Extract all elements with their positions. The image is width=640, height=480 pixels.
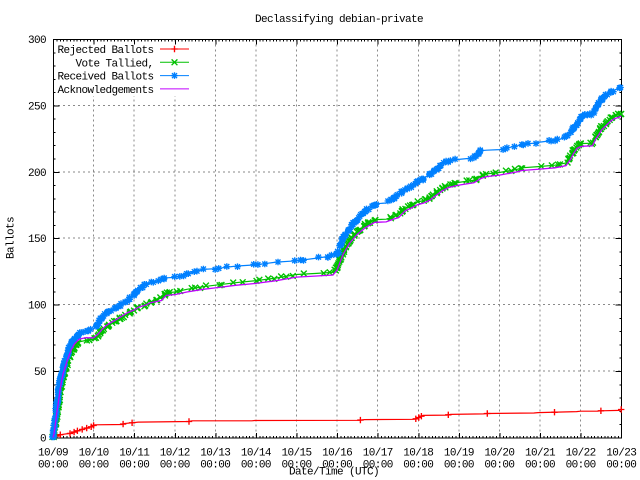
svg-text:Received Ballots: Received Ballots [57, 72, 153, 84]
svg-text:00:00: 00:00 [38, 459, 68, 471]
svg-text:10/13: 10/13 [200, 448, 230, 460]
svg-text:00:00: 00:00 [484, 459, 514, 471]
svg-text:10/11: 10/11 [119, 448, 150, 460]
svg-text:Date/Time (UTC): Date/Time (UTC) [289, 466, 379, 478]
svg-text:00:00: 00:00 [403, 459, 433, 471]
svg-text:00:00: 00:00 [119, 459, 149, 471]
svg-text:250: 250 [28, 101, 46, 113]
svg-text:10/22: 10/22 [566, 448, 596, 460]
svg-text:00:00: 00:00 [200, 459, 230, 471]
svg-text:10/18: 10/18 [403, 448, 433, 460]
svg-text:Acknowledgements: Acknowledgements [57, 85, 153, 97]
svg-text:50: 50 [34, 367, 46, 379]
svg-text:10/16: 10/16 [322, 448, 352, 460]
svg-text:10/19: 10/19 [444, 448, 474, 460]
svg-text:Declassifying debian-private: Declassifying debian-private [255, 14, 423, 26]
svg-text:150: 150 [28, 234, 46, 246]
svg-text:0: 0 [40, 433, 46, 445]
svg-text:Rejected Ballots: Rejected Ballots [57, 45, 153, 57]
svg-text:Vote Tallied,: Vote Tallied, [75, 58, 153, 70]
svg-text:10/14: 10/14 [241, 448, 272, 460]
svg-text:00:00: 00:00 [525, 459, 555, 471]
svg-text:00:00: 00:00 [160, 459, 190, 471]
svg-text:10/10: 10/10 [79, 448, 109, 460]
svg-text:10/23: 10/23 [606, 448, 636, 460]
svg-text:10/17: 10/17 [363, 448, 393, 460]
svg-text:00:00: 00:00 [281, 459, 311, 471]
svg-text:00:00: 00:00 [363, 459, 393, 471]
svg-text:10/09: 10/09 [38, 448, 68, 460]
svg-text:200: 200 [28, 168, 46, 180]
svg-text:300: 300 [28, 35, 46, 47]
svg-text:00:00: 00:00 [322, 459, 352, 471]
svg-text:00:00: 00:00 [444, 459, 474, 471]
svg-text:Ballots: Ballots [6, 217, 18, 259]
svg-text:10/15: 10/15 [281, 448, 311, 460]
svg-text:00:00: 00:00 [79, 459, 109, 471]
svg-text:00:00: 00:00 [606, 459, 636, 471]
svg-text:100: 100 [28, 301, 46, 313]
svg-text:00:00: 00:00 [241, 459, 271, 471]
svg-text:00:00: 00:00 [566, 459, 596, 471]
svg-text:10/21: 10/21 [525, 448, 556, 460]
svg-text:10/12: 10/12 [160, 448, 190, 460]
svg-text:10/20: 10/20 [484, 448, 514, 460]
